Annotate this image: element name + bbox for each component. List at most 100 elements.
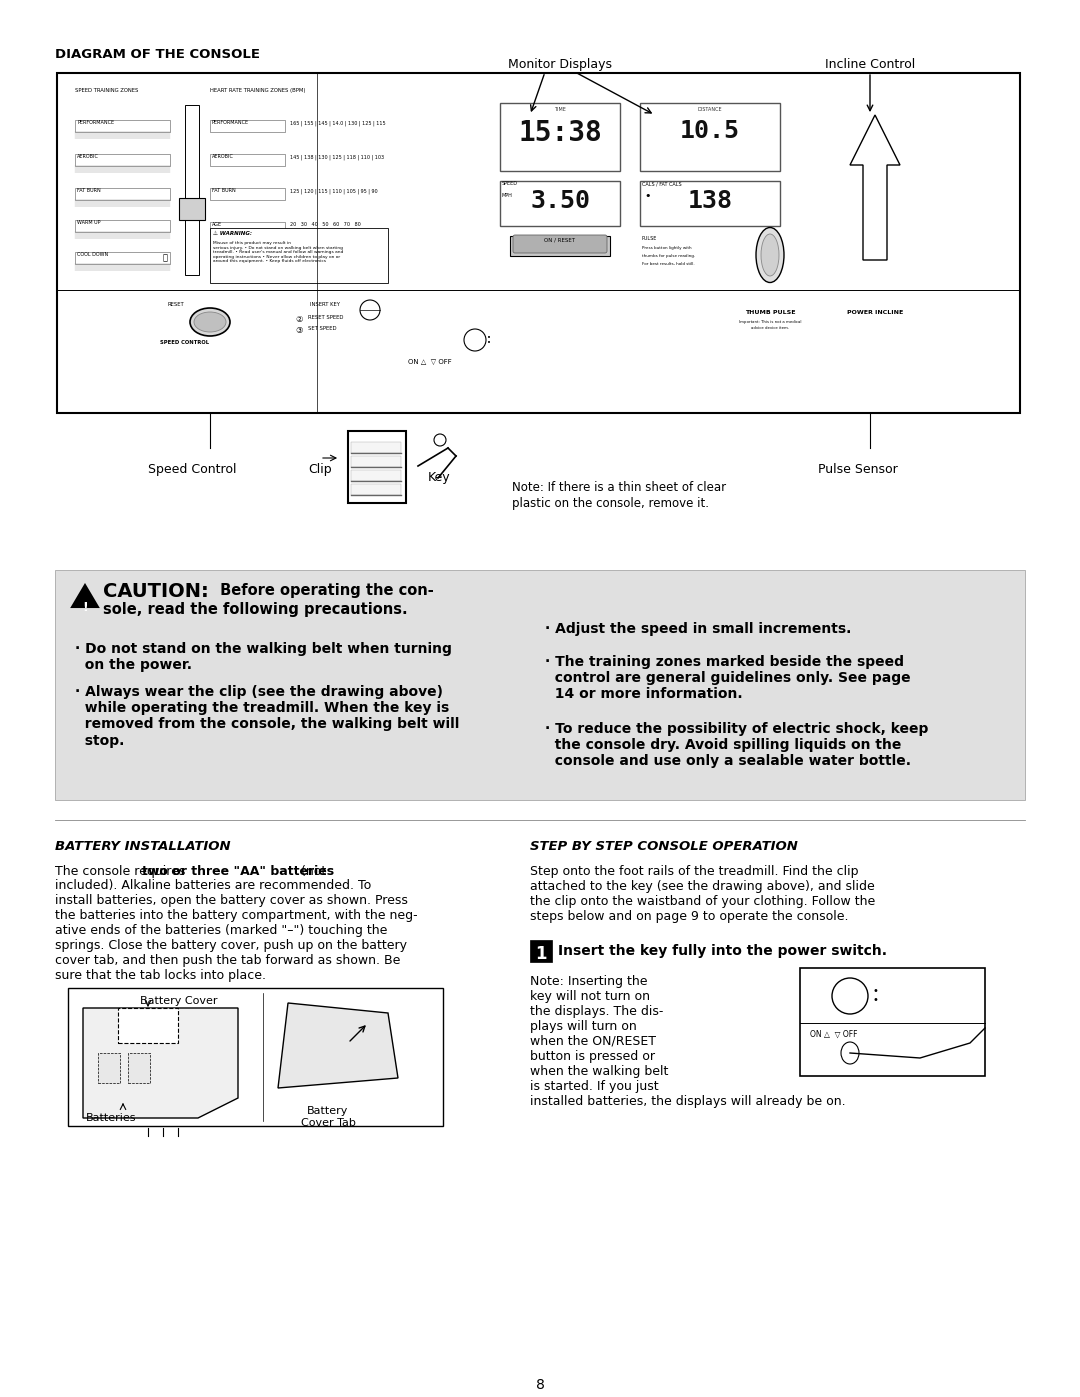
Text: AEROBIC: AEROBIC (77, 154, 99, 159)
Bar (75, 251, 170, 264)
Bar (530, 940, 552, 963)
Bar (210, 222, 285, 235)
Text: plastic on the console, remove it.: plastic on the console, remove it. (512, 497, 708, 510)
Text: Batteries: Batteries (86, 1113, 136, 1123)
Ellipse shape (761, 235, 779, 277)
Ellipse shape (756, 228, 784, 282)
Text: · To reduce the possibility of electric shock, keep
  the console dry. Avoid spi: · To reduce the possibility of electric … (545, 722, 929, 768)
Text: 10.5: 10.5 (680, 119, 740, 142)
Circle shape (434, 434, 446, 446)
Text: SPEED CONTROL: SPEED CONTROL (160, 339, 210, 345)
Text: · The training zones marked beside the speed
  control are general guidelines on: · The training zones marked beside the s… (545, 655, 910, 701)
Bar (75, 154, 170, 166)
Text: •: • (644, 191, 650, 201)
Text: · Do not stand on the walking belt when turning
  on the power.: · Do not stand on the walking belt when … (75, 643, 451, 672)
Text: Step onto the foot rails of the treadmill. Find the clip
attached to the key (se: Step onto the foot rails of the treadmil… (530, 865, 875, 923)
Text: SPEED TRAINING ZONES: SPEED TRAINING ZONES (75, 88, 138, 94)
Text: •
•: • • (872, 986, 878, 1006)
Bar (55, 570, 1025, 800)
Text: FAT BURN: FAT BURN (77, 189, 100, 193)
Text: ②: ② (295, 314, 302, 324)
Text: TIME: TIME (554, 108, 566, 112)
Text: Incline Control: Incline Control (825, 59, 915, 71)
Text: · Always wear the clip (see the drawing above)
  while operating the treadmill. : · Always wear the clip (see the drawing … (75, 685, 459, 747)
Text: Press button lightly with: Press button lightly with (642, 246, 691, 250)
Text: SPEED: SPEED (502, 182, 518, 186)
Text: For best results, hold still.: For best results, hold still. (642, 263, 694, 265)
Text: STEP BY STEP CONSOLE OPERATION: STEP BY STEP CONSOLE OPERATION (530, 840, 798, 854)
Bar (351, 441, 401, 453)
Text: HEART RATE TRAINING ZONES (BPM): HEART RATE TRAINING ZONES (BPM) (210, 88, 306, 94)
Text: RESET: RESET (167, 302, 184, 307)
Bar (68, 988, 443, 1126)
Text: PULSE: PULSE (642, 236, 658, 242)
Text: WARM UP: WARM UP (77, 219, 100, 225)
Text: ③: ③ (295, 326, 302, 335)
Circle shape (832, 978, 868, 1014)
Text: CALS / FAT CALS: CALS / FAT CALS (642, 182, 681, 186)
Text: 3.50: 3.50 (530, 189, 590, 212)
Text: 125 | 120 | 115 | 110 | 105 | 95 | 90: 125 | 120 | 115 | 110 | 105 | 95 | 90 (291, 189, 378, 194)
Text: •
•: • • (487, 335, 491, 346)
Bar (75, 219, 170, 232)
Text: 165 | 155 | 145 | 14.0 | 130 | 125 | 115: 165 | 155 | 145 | 14.0 | 130 | 125 | 115 (291, 120, 386, 126)
Text: INSERT KEY: INSERT KEY (310, 302, 340, 307)
Text: BATTERY INSTALLATION: BATTERY INSTALLATION (55, 840, 231, 854)
Ellipse shape (841, 1042, 859, 1065)
Bar (348, 432, 406, 503)
Polygon shape (850, 115, 900, 260)
Bar (351, 455, 401, 467)
Text: Pulse Sensor: Pulse Sensor (818, 462, 897, 476)
Text: SET SPEED: SET SPEED (308, 326, 337, 331)
Text: 1: 1 (536, 944, 546, 963)
Text: ON / RESET: ON / RESET (544, 237, 576, 242)
Text: 138: 138 (688, 189, 732, 212)
Text: advice device item.: advice device item. (751, 326, 789, 330)
Text: sole, read the following precautions.: sole, read the following precautions. (103, 602, 407, 617)
Bar (210, 228, 388, 284)
Text: Key: Key (428, 471, 450, 483)
Text: Note: If there is a thin sheet of clear: Note: If there is a thin sheet of clear (512, 481, 726, 495)
Text: 8: 8 (536, 1377, 544, 1391)
Text: included). Alkaline batteries are recommended. To
install batteries, open the ba: included). Alkaline batteries are recomm… (55, 879, 418, 982)
Bar (210, 154, 285, 166)
Bar (57, 73, 1020, 414)
Polygon shape (72, 585, 98, 608)
Bar (500, 103, 620, 170)
Bar (500, 182, 620, 226)
FancyBboxPatch shape (513, 235, 607, 253)
Ellipse shape (190, 307, 230, 337)
Bar (510, 236, 610, 256)
Text: Clip: Clip (308, 462, 332, 476)
Text: Battery
Cover Tab: Battery Cover Tab (300, 1106, 355, 1127)
Bar (118, 1009, 178, 1044)
Bar (210, 189, 285, 200)
Circle shape (360, 300, 380, 320)
Bar (179, 198, 205, 219)
Text: THUMB PULSE: THUMB PULSE (745, 310, 795, 314)
Text: · Adjust the speed in small increments.: · Adjust the speed in small increments. (545, 622, 851, 636)
Bar (351, 469, 401, 481)
Text: 20   30   40   50   60   70   80: 20 30 40 50 60 70 80 (291, 222, 361, 226)
Text: Battery Cover: Battery Cover (140, 996, 217, 1006)
Text: ON △  ▽ OFF: ON △ ▽ OFF (810, 1030, 858, 1039)
Text: AEROBIC: AEROBIC (212, 154, 234, 159)
Text: COOL DOWN: COOL DOWN (77, 251, 108, 257)
Bar (129, 1053, 150, 1083)
Polygon shape (278, 1003, 399, 1088)
Text: POWER INCLINE: POWER INCLINE (847, 310, 903, 314)
Bar (640, 103, 780, 170)
Text: 🚶: 🚶 (162, 253, 167, 263)
Text: RESET SPEED: RESET SPEED (308, 314, 343, 320)
Text: 15:38: 15:38 (518, 119, 602, 147)
Text: AGE: AGE (212, 222, 222, 226)
Text: Misuse of this product may result in
serious injury. • Do not stand on walking b: Misuse of this product may result in ser… (213, 242, 343, 264)
Text: PERFORMANCE: PERFORMANCE (77, 120, 114, 124)
Bar (210, 120, 285, 131)
Bar (800, 968, 985, 1076)
Text: MPH: MPH (502, 193, 513, 198)
Bar (185, 105, 199, 275)
Text: thumbs for pulse reading.: thumbs for pulse reading. (642, 254, 696, 258)
Text: (not: (not (297, 865, 326, 877)
Text: Speed Control: Speed Control (148, 462, 237, 476)
